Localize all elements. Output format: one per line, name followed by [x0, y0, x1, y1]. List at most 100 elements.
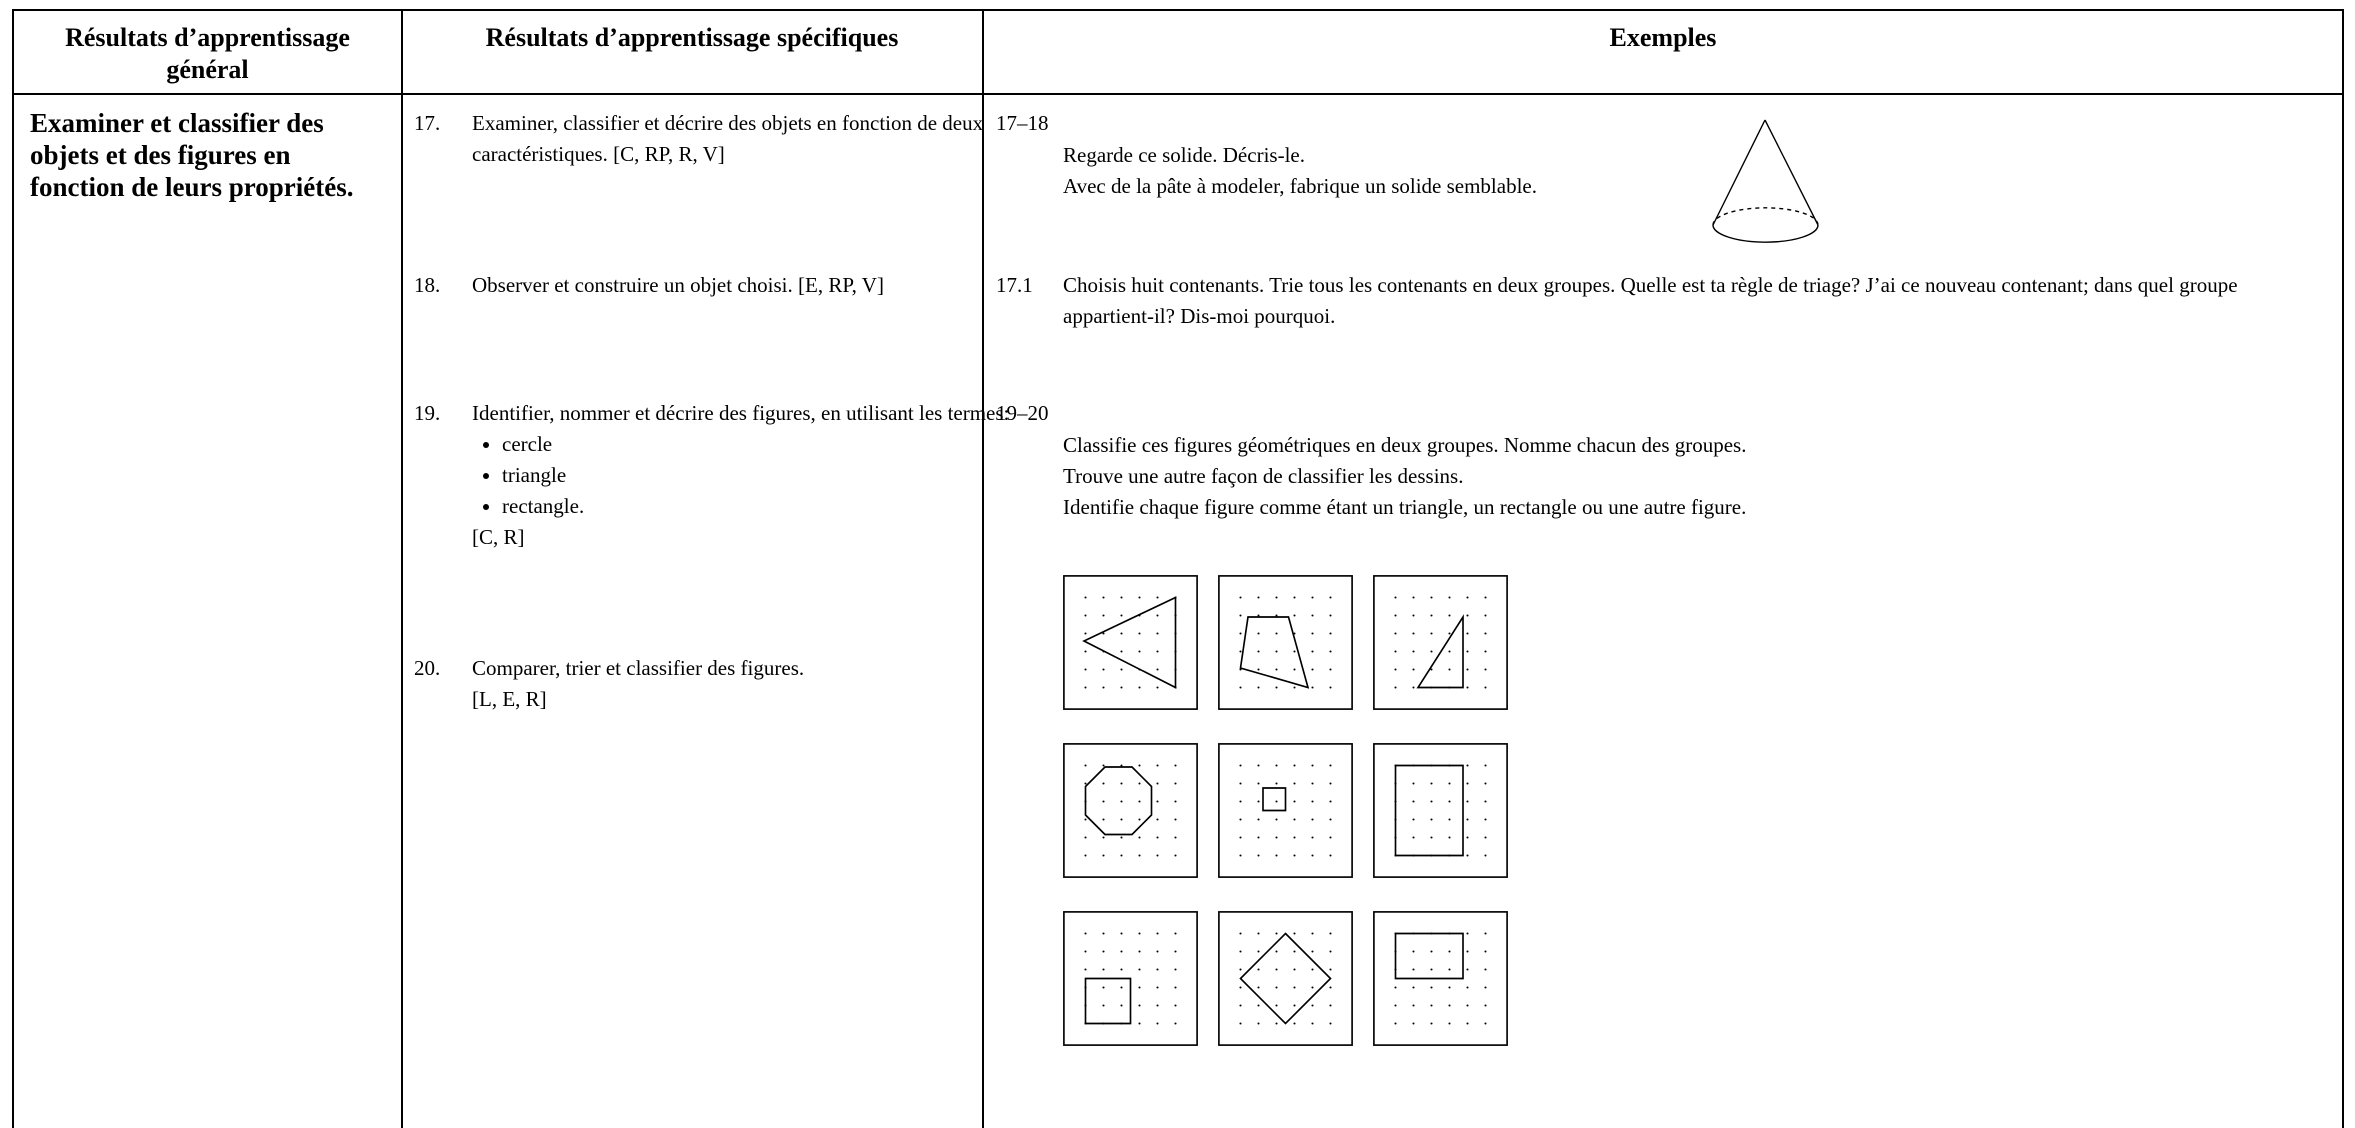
grid-dot	[1430, 836, 1433, 839]
grid-dot	[1430, 800, 1433, 803]
grid-dot	[1394, 1004, 1397, 1007]
grid-dot	[1329, 932, 1332, 935]
grid-dot	[1102, 818, 1105, 821]
grid-dot	[1120, 968, 1123, 971]
grid-dot	[1120, 800, 1123, 803]
grid-dot	[1239, 1004, 1242, 1007]
bullet: cercle	[502, 429, 1020, 460]
example-label: 19–20	[996, 401, 1049, 425]
grid-dot	[1329, 614, 1332, 617]
outcome-number: 17.	[414, 111, 441, 135]
grid-dot	[1484, 764, 1487, 767]
grid-dot	[1102, 836, 1105, 839]
grid-dot	[1239, 614, 1242, 617]
grid-dot	[1156, 650, 1159, 653]
grid-dot	[1329, 800, 1332, 803]
bullet: triangle	[502, 460, 1020, 491]
grid-dot	[1430, 632, 1433, 635]
grid-dot	[1484, 782, 1487, 785]
dot-grid-figure	[1218, 911, 1353, 1046]
grid-dot	[1466, 836, 1469, 839]
rule	[12, 93, 2344, 95]
grid-dot	[1293, 1004, 1296, 1007]
grid-dot	[1275, 932, 1278, 935]
grid-dot	[1275, 668, 1278, 671]
grid-dot	[1174, 986, 1177, 989]
grid-dot	[1275, 1004, 1278, 1007]
grid-dot	[1448, 818, 1451, 821]
grid-dot	[1102, 632, 1105, 635]
grid-dot	[1311, 950, 1314, 953]
grid-dot	[1311, 836, 1314, 839]
grid-dot	[1329, 836, 1332, 839]
grid-dot	[1084, 614, 1087, 617]
grid-dot	[1466, 968, 1469, 971]
bullet-list: cercle triangle rectangle.	[472, 429, 1020, 522]
grid-dot	[1412, 818, 1415, 821]
grid-dot	[1329, 596, 1332, 599]
grid-dot	[1239, 632, 1242, 635]
rule	[12, 9, 2344, 11]
grid-dot	[1102, 614, 1105, 617]
grid-dot	[1084, 686, 1087, 689]
grid-dot	[1138, 950, 1141, 953]
grid-dot	[1311, 686, 1314, 689]
grid-dot	[1138, 800, 1141, 803]
grid-dot	[1448, 1004, 1451, 1007]
grid-dot	[1484, 968, 1487, 971]
outcome-codes: [L, E, R]	[472, 687, 547, 711]
grid-dot	[1138, 632, 1141, 635]
grid-dot	[1257, 686, 1260, 689]
grid-dot	[1239, 686, 1242, 689]
grid-dot	[1257, 782, 1260, 785]
grid-dot	[1084, 854, 1087, 857]
grid-dot	[1257, 950, 1260, 953]
outcome-text: Identifier, nommer et décrire des figure…	[472, 401, 1010, 425]
grid-dot	[1084, 782, 1087, 785]
dot-grid-figure	[1063, 575, 1198, 710]
header-examples: Exemples	[1609, 23, 1717, 52]
outcome: 20. Comparer, trier et classifier des fi…	[414, 653, 1020, 715]
grid-dot	[1466, 818, 1469, 821]
grid-dot	[1102, 1004, 1105, 1007]
grid-dot	[1466, 782, 1469, 785]
grid-dot	[1239, 800, 1242, 803]
grid-dot	[1239, 782, 1242, 785]
grid-dot	[1174, 800, 1177, 803]
grid-dot	[1156, 800, 1159, 803]
grid-dot	[1156, 968, 1159, 971]
grid-dot	[1084, 836, 1087, 839]
rule	[12, 9, 14, 1128]
grid-dot	[1311, 1022, 1314, 1025]
grid-dot	[1257, 986, 1260, 989]
grid-dot	[1084, 650, 1087, 653]
grid-dot	[1120, 686, 1123, 689]
grid-dot	[1484, 596, 1487, 599]
grid-dot	[1484, 614, 1487, 617]
grid-dot	[1448, 986, 1451, 989]
grid-dot	[1484, 668, 1487, 671]
grid-dot	[1257, 1004, 1260, 1007]
grid-dot	[1329, 1022, 1332, 1025]
grid-dot	[1311, 650, 1314, 653]
grid-dot	[1412, 968, 1415, 971]
dot-grid-figure	[1218, 575, 1353, 710]
grid-dot	[1329, 818, 1332, 821]
grid-dot	[1102, 986, 1105, 989]
grid-dot	[1329, 668, 1332, 671]
grid-dot	[1275, 614, 1278, 617]
grid-dot	[1156, 950, 1159, 953]
grid-dot	[1275, 950, 1278, 953]
grid-dot	[1412, 986, 1415, 989]
grid-dot	[1430, 668, 1433, 671]
grid-dot	[1239, 854, 1242, 857]
outcome-number: 19.	[414, 401, 441, 425]
grid-dot	[1257, 968, 1260, 971]
grid-dot	[1484, 632, 1487, 635]
grid-dot	[1430, 818, 1433, 821]
grid-dot	[1484, 686, 1487, 689]
grid-dot	[1430, 1004, 1433, 1007]
grid-dot	[1412, 836, 1415, 839]
grid-dot	[1138, 596, 1141, 599]
grid-dot	[1174, 968, 1177, 971]
